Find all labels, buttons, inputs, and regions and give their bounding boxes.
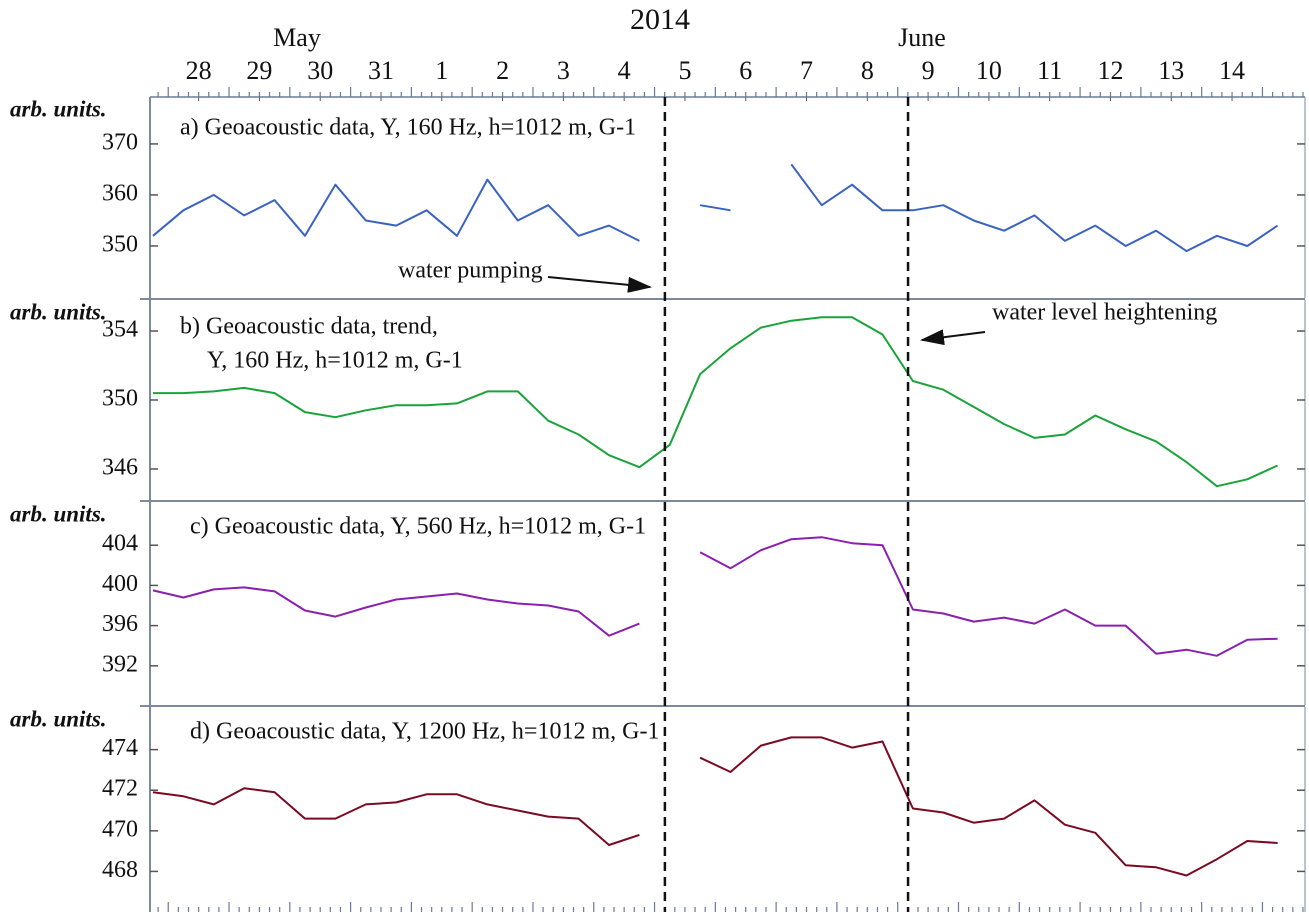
panel-title: a) Geoacoustic data, Y, 160 Hz, h=1012 m… bbox=[180, 115, 636, 141]
x-tick-label: 12 bbox=[1097, 56, 1123, 85]
x-tick-label: 5 bbox=[678, 56, 691, 85]
y-axis-label: arb. units. bbox=[10, 299, 107, 324]
y-tick-label: 354 bbox=[102, 317, 138, 343]
data-line bbox=[152, 163, 1279, 253]
y-tick-label: 468 bbox=[102, 857, 138, 883]
panel-title: d) Geoacoustic data, Y, 1200 Hz, h=1012 … bbox=[190, 719, 659, 745]
x-tick-label: 7 bbox=[800, 56, 813, 85]
x-tick-label: 3 bbox=[557, 56, 570, 85]
y-axis-label: arb. units. bbox=[10, 706, 107, 731]
x-tick-label: 8 bbox=[861, 56, 874, 85]
x-tick-label: 11 bbox=[1037, 56, 1062, 85]
y-tick-label: 472 bbox=[102, 776, 138, 802]
panel-title: Y, 160 Hz, h=1012 m, G-1 bbox=[207, 348, 463, 374]
panel-title: b) Geoacoustic data, trend, bbox=[180, 314, 438, 340]
annotation-arrow bbox=[920, 329, 986, 346]
x-tick-label: 4 bbox=[618, 56, 631, 85]
data-line bbox=[152, 736, 1278, 877]
x-tick-label: 29 bbox=[246, 56, 272, 85]
x-tick-label: 14 bbox=[1219, 56, 1245, 85]
y-tick-label: 392 bbox=[102, 651, 138, 677]
x-tick-label: 10 bbox=[976, 56, 1002, 85]
y-axis-label: arb. units. bbox=[10, 96, 107, 121]
panel-title: c) Geoacoustic data, Y, 560 Hz, h=1012 m… bbox=[190, 514, 646, 540]
annotation: water level heightening bbox=[992, 300, 1217, 326]
y-tick-label: 400 bbox=[102, 571, 138, 597]
x-tick-label: 2 bbox=[496, 56, 509, 85]
data-line bbox=[152, 536, 1278, 657]
y-tick-label: 396 bbox=[102, 611, 138, 637]
x-tick-label: 1 bbox=[435, 56, 448, 85]
data-line bbox=[153, 316, 1279, 488]
y-tick-label: 360 bbox=[102, 180, 138, 206]
month-label: May bbox=[273, 23, 321, 52]
annotation-arrow bbox=[547, 276, 652, 293]
x-tick-label: 13 bbox=[1158, 56, 1184, 85]
x-tick-label: 9 bbox=[922, 56, 935, 85]
month-label: June bbox=[898, 23, 946, 52]
y-tick-label: 474 bbox=[102, 735, 138, 761]
y-tick-label: 346 bbox=[102, 454, 138, 480]
y-tick-label: 470 bbox=[102, 816, 138, 842]
x-tick-label: 28 bbox=[186, 56, 212, 85]
x-tick-label: 31 bbox=[368, 56, 394, 85]
year-label: 2014 bbox=[630, 3, 690, 36]
y-axis-label: arb. units. bbox=[10, 501, 107, 526]
annotation: water pumping bbox=[398, 258, 543, 284]
x-tick-label: 30 bbox=[307, 56, 333, 85]
x-tick-label: 6 bbox=[739, 56, 752, 85]
y-tick-label: 350 bbox=[102, 231, 138, 257]
y-tick-label: 350 bbox=[102, 386, 138, 412]
y-tick-label: 404 bbox=[102, 531, 138, 557]
y-tick-label: 370 bbox=[102, 129, 138, 155]
